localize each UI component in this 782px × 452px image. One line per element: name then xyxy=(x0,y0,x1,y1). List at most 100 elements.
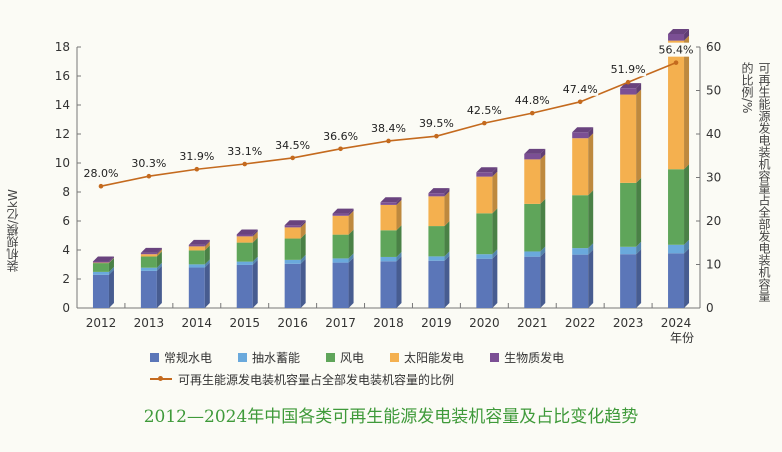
bar-segment-常规水电 xyxy=(188,267,205,308)
bar-side-抽水蓄能 xyxy=(492,249,498,259)
bar-side-常规水电 xyxy=(444,255,450,308)
bar-side-抽水蓄能 xyxy=(156,262,162,271)
x-tick-label: 2012 xyxy=(86,316,117,330)
bar-side-风电 xyxy=(108,258,114,272)
bar-segment-太阳能发电 xyxy=(92,262,109,264)
x-tick-label: 2021 xyxy=(517,316,548,330)
share-data-label: 38.4% xyxy=(371,122,406,135)
share-point xyxy=(146,173,152,179)
bar-side-风电 xyxy=(252,237,258,262)
bar-side-生物质发电 xyxy=(540,148,546,160)
bar-side-太阳能发电 xyxy=(636,89,642,183)
bar-side-常规水电 xyxy=(684,248,690,308)
bar-side-风电 xyxy=(204,245,210,265)
bar-side-生物质发电 xyxy=(252,229,258,237)
x-tick-label: 2017 xyxy=(325,316,356,330)
y-tick-label: 2 xyxy=(62,272,70,286)
bar-segment-生物质发电 xyxy=(284,225,301,228)
bar-segment-常规水电 xyxy=(524,256,541,308)
legend-item-wind: 风电 xyxy=(326,349,364,366)
share-data-label: 34.5% xyxy=(275,139,310,152)
bar-top-cap xyxy=(476,167,498,173)
share-data-label: 42.5% xyxy=(467,104,502,117)
bar-segment-太阳能发电 xyxy=(476,176,493,214)
x-tick-label: 2018 xyxy=(373,316,404,330)
bar-segment-生物质发电 xyxy=(236,234,253,237)
share-data-label-bg xyxy=(610,62,647,77)
bar-side-风电 xyxy=(540,198,546,252)
bar-segment-常规水电 xyxy=(236,264,253,308)
bar-segment-生物质发电 xyxy=(668,33,685,41)
legend-item-biomass: 生物质发电 xyxy=(490,349,564,366)
y-axis-right-label: 可再生能源发电装机容量占全部发电装机容量的比例/% xyxy=(740,62,771,302)
bar-side-常规水电 xyxy=(300,258,306,308)
bar-segment-抽水蓄能 xyxy=(668,244,685,254)
x-axis-label: 年份 xyxy=(670,331,695,345)
bar-side-常规水电 xyxy=(156,265,162,308)
bar-side-抽水蓄能 xyxy=(204,259,210,268)
bar-segment-风电 xyxy=(284,238,301,260)
bar-side-太阳能发电 xyxy=(444,191,450,227)
legend-item-hydro: 常规水电 xyxy=(150,349,212,366)
bar-segment-常规水电 xyxy=(380,261,397,308)
share-data-label: 51.9% xyxy=(611,63,646,76)
bar-side-常规水电 xyxy=(540,251,546,308)
bar-segment-常规水电 xyxy=(620,254,637,308)
share-data-label-bg xyxy=(130,156,167,171)
bar-segment-太阳能发电 xyxy=(668,40,685,170)
bar-side-太阳能发电 xyxy=(684,35,690,170)
x-tick-label: 2019 xyxy=(421,316,452,330)
x-tick-label: 2013 xyxy=(134,316,165,330)
bar-side-风电 xyxy=(300,233,306,260)
bar-segment-风电 xyxy=(332,234,349,259)
bar-side-生物质发电 xyxy=(636,83,642,95)
bar-segment-常规水电 xyxy=(140,270,157,308)
bar-segment-抽水蓄能 xyxy=(284,259,301,264)
bar-side-抽水蓄能 xyxy=(300,254,306,264)
share-point xyxy=(625,79,631,85)
share-data-label-bg xyxy=(370,120,407,135)
bar-side-风电 xyxy=(588,190,594,249)
bar-segment-常规水电 xyxy=(284,263,301,308)
bar-side-抽水蓄能 xyxy=(252,256,258,265)
bar-segment-风电 xyxy=(668,169,685,245)
bar-segment-风电 xyxy=(140,256,157,268)
bar-segment-太阳能发电 xyxy=(284,227,301,239)
bar-side-太阳能发电 xyxy=(396,199,402,231)
y2-tick-label: 30 xyxy=(706,171,721,185)
y2-tick-label: 20 xyxy=(706,214,721,228)
bar-segment-抽水蓄能 xyxy=(572,248,589,255)
x-tick-label: 2014 xyxy=(182,316,213,330)
share-point xyxy=(290,155,295,161)
bar-segment-常规水电 xyxy=(428,260,445,308)
bar-side-生物质发电 xyxy=(156,247,162,255)
bar-segment-抽水蓄能 xyxy=(524,251,541,257)
bar-segment-风电 xyxy=(620,182,637,247)
legend-swatch-pumped xyxy=(238,352,248,362)
bar-side-风电 xyxy=(492,208,498,255)
bar-side-生物质发电 xyxy=(444,188,450,197)
share-point xyxy=(194,166,200,172)
bar-segment-抽水蓄能 xyxy=(476,254,493,259)
share-point xyxy=(386,138,391,144)
bar-segment-风电 xyxy=(476,213,493,255)
x-tick-label: 2020 xyxy=(469,316,500,330)
bar-segment-生物质发电 xyxy=(572,132,589,139)
bar-side-抽水蓄能 xyxy=(396,251,402,262)
share-data-label: 36.6% xyxy=(323,130,358,143)
bar-segment-风电 xyxy=(188,250,205,265)
bar-segment-抽水蓄能 xyxy=(140,267,157,271)
bar-side-常规水电 xyxy=(396,256,402,308)
y2-tick-label: 50 xyxy=(706,84,721,98)
legend-label-wind: 风电 xyxy=(340,350,365,365)
share-point xyxy=(242,161,248,167)
bar-segment-抽水蓄能 xyxy=(332,258,349,263)
share-data-label-bg xyxy=(658,42,695,57)
bar-side-太阳能发电 xyxy=(252,231,258,243)
legend-item-pumped: 抽水蓄能 xyxy=(238,349,300,366)
share-data-label: 47.4% xyxy=(563,83,598,96)
bar-side-太阳能发电 xyxy=(108,257,114,264)
legend-line-swatch xyxy=(150,374,172,384)
share-data-label-bg xyxy=(178,149,215,164)
bar-segment-风电 xyxy=(524,203,541,252)
